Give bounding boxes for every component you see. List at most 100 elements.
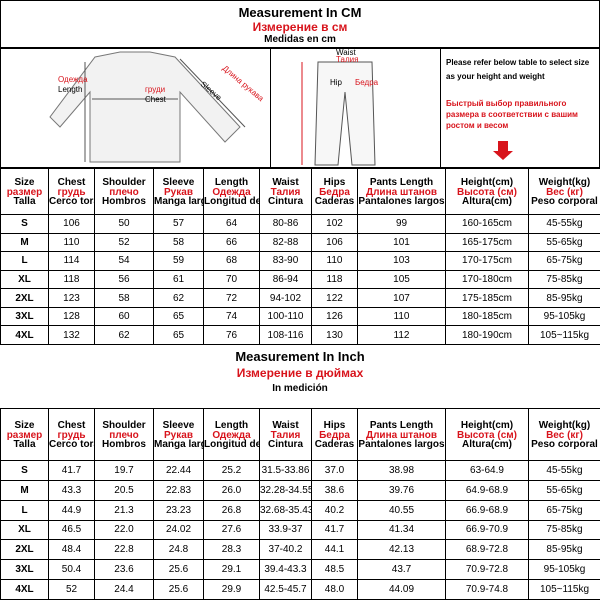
value-cell: 180-185cm [445, 306, 529, 327]
header-cell: Shoulder плечо Hombros [94, 408, 154, 461]
data-row: S 106 50 57 64 80-86 102 99 160-165cm 45-55kg [0, 214, 600, 234]
value-cell: 50 [94, 214, 154, 234]
value-cell: 108-116 [259, 325, 312, 345]
size-cell: XL [0, 519, 49, 541]
value-cell: 118 [48, 269, 95, 290]
header-cell: Size размер Talla [0, 408, 49, 461]
data-row: 4XL 52 24.4 25.6 29.9 42.5-45.7 48.0 44.09 70.9-… [0, 579, 600, 600]
value-cell: 105~115kg [528, 579, 600, 600]
value-cell: 20.5 [94, 479, 154, 501]
value-cell: 24.02 [153, 519, 204, 541]
value-cell: 41.7 [311, 519, 358, 541]
header-es: Talla [13, 438, 36, 450]
title-ru: Измерение в дюймах [236, 366, 364, 380]
size-cell: 3XL [0, 559, 49, 581]
value-cell: 105 [357, 269, 446, 290]
header-en: Length [214, 419, 249, 431]
size-cell: L [0, 499, 49, 521]
value-cell: 95-105kg [528, 559, 600, 581]
header-en: Sleeve [162, 419, 195, 431]
value-cell: 22.8 [94, 539, 154, 561]
size-cell: S [0, 460, 49, 481]
value-cell: 75-85kg [528, 269, 600, 290]
header-es: Manga larga [154, 438, 203, 450]
value-cell: 25.6 [153, 579, 204, 600]
header-en: Shoulder [102, 176, 146, 188]
value-cell: 70 [203, 269, 260, 290]
header-es: Manga larga [154, 195, 203, 207]
value-cell: 29.9 [203, 579, 260, 600]
value-cell: 22.83 [153, 479, 204, 501]
size-cell: 4XL [0, 579, 49, 600]
value-cell: 55-65kg [528, 232, 600, 253]
header-ru: плечо [109, 186, 139, 198]
header-en: Chest [57, 176, 86, 188]
value-cell: 75-85kg [528, 519, 600, 541]
value-cell: 70.9-72.8 [445, 559, 529, 581]
data-row: 3XL 128 60 65 74 100-110 126 110 180-185cm 95-105… [0, 306, 600, 327]
sleeve-arrow [179, 58, 246, 128]
cm-title-box: Measurement In CM Измерение в см Medidas… [0, 0, 600, 49]
header-en: Height(cm) [460, 419, 514, 431]
size-cell: M [0, 232, 49, 253]
value-cell: 54 [94, 251, 154, 271]
value-cell: 32.28-34.55 [259, 479, 312, 501]
header-es: Hombros [102, 195, 146, 207]
header-es: Hombros [102, 438, 146, 450]
value-cell: 160-165cm [445, 214, 529, 234]
header-en: Size [14, 419, 35, 431]
value-cell: 123 [48, 288, 95, 308]
value-cell: 82-88 [259, 232, 312, 253]
value-cell: 85-95kg [528, 539, 600, 561]
header-ru: Высота (см) [456, 186, 518, 198]
size-cell: 3XL [0, 306, 49, 327]
header-en: Waist [272, 176, 299, 188]
data-row: M 43.3 20.5 22.83 26.0 32.28-34.55 38.6 39.76 64… [0, 479, 600, 501]
value-cell: 76 [203, 325, 260, 345]
header-es: Caderas [314, 438, 355, 450]
value-cell: 41.34 [357, 519, 446, 541]
header-en: Sleeve [162, 176, 195, 188]
value-cell: 45-55kg [528, 214, 600, 234]
header-cell: Waist Талия Cintura [259, 408, 312, 461]
value-cell: 170-180cm [445, 269, 529, 290]
value-cell: 65-75kg [528, 499, 600, 521]
value-cell: 68 [203, 251, 260, 271]
value-cell: 72 [203, 288, 260, 308]
value-cell: 94-102 [259, 288, 312, 308]
header-es: Cintura [268, 195, 303, 207]
header-en: Chest [57, 419, 86, 431]
size-cell: M [0, 479, 49, 501]
header-ru: Длина штанов [365, 429, 438, 441]
title-es: In medición [272, 383, 328, 394]
inch-title-box: Measurement In Inch Измерение в дюймах I… [0, 345, 600, 407]
value-cell: 165-175cm [445, 232, 529, 253]
value-cell: 66.9-68.9 [445, 499, 529, 521]
value-cell: 40.55 [357, 499, 446, 521]
value-cell: 37-40.2 [259, 539, 312, 561]
arrow-icon [493, 141, 513, 160]
value-cell: 24.4 [94, 579, 154, 600]
size-cell: XL [0, 269, 49, 290]
value-cell: 105~115kg [528, 325, 600, 345]
shirt-label: Chest [145, 95, 167, 104]
header-en: Weight(kg) [538, 176, 591, 188]
header-es: Altura(cm) [461, 195, 512, 207]
pants-label: Бедра [355, 78, 379, 87]
title-ru: Измерение в см [252, 20, 348, 34]
value-cell: 110 [311, 251, 358, 271]
value-cell: 62 [94, 325, 154, 345]
data-row: 3XL 50.4 23.6 25.6 29.1 39.4-43.3 48.5 43.7 70.9… [0, 559, 600, 581]
note: Please refer below table to select size … [446, 58, 590, 81]
value-cell: 110 [357, 306, 446, 327]
data-row: XL 118 56 61 70 86-94 118 105 170-180cm 75-85kg [0, 269, 600, 290]
header-ru: Бедра [319, 429, 350, 441]
value-cell: 83-90 [259, 251, 312, 271]
header-ru: Длина штанов [365, 186, 438, 198]
shirt-label: груди [145, 85, 165, 94]
header-es: Pantalones largos [358, 438, 445, 450]
